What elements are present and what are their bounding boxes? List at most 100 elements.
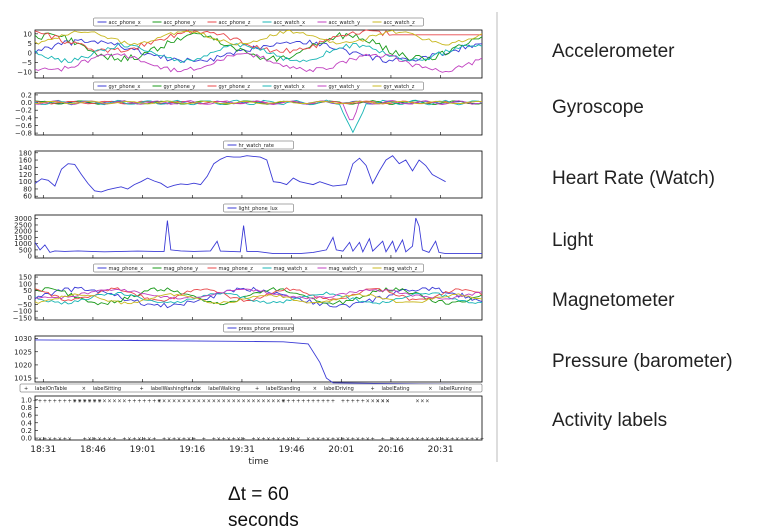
legend-entry-mag_phone_x: mag_phone_x	[109, 266, 144, 272]
point-labelOnTable: +	[271, 437, 275, 443]
point-labelEating: +	[63, 437, 67, 443]
y-tick-label: 180	[19, 149, 32, 157]
y-tick-label: 500	[19, 246, 32, 254]
point-labelWalking: ×	[202, 398, 206, 404]
point-labelWalking: ×	[241, 398, 245, 404]
point-labelWashingHands: +	[241, 437, 245, 443]
side-label-activity: Activity labels	[552, 410, 668, 431]
y-tick-label: 0	[28, 253, 32, 261]
y-tick-label: 60	[23, 193, 32, 201]
point-labelRunning: ×	[465, 437, 469, 443]
point-labelOnTable: +	[58, 398, 62, 404]
series-line-press_phone_pressure	[34, 339, 483, 386]
point-labelWashingHands: +	[361, 437, 365, 443]
legend-entry-gyr_phone_z: gyr_phone_z	[219, 84, 251, 90]
series-line-hr_watch_rate	[34, 155, 446, 193]
point-labelEating: +	[460, 437, 464, 443]
series-line-mag_watch_y	[34, 288, 483, 300]
legend-entry-gyr_watch_x: gyr_watch_x	[274, 84, 305, 90]
legend-entry-labelSitting: labelSitting	[93, 386, 121, 392]
point-labelDriving: ×	[336, 437, 340, 443]
point-labelDriving: ×	[58, 437, 62, 443]
point-labelOnTable: +	[390, 437, 394, 443]
point-labelOnTable: +	[38, 398, 42, 404]
legend-entry-light_phone_lux: light_phone_lux	[239, 206, 278, 212]
plot-frame	[34, 395, 483, 441]
y-tick-label: 2000	[14, 228, 32, 236]
y-tick-label: −5	[22, 59, 32, 67]
point-labelRunning: ×	[376, 398, 380, 404]
y-tick-label: 100	[19, 280, 32, 288]
legend-entry-mag_watch_x: mag_watch_x	[274, 266, 308, 272]
y-tick-label: 0	[28, 50, 32, 58]
point-labelSitting: ×	[117, 398, 121, 404]
side-label-magnetometer: Magnetometer	[552, 290, 675, 311]
legend: acc_phone_x acc_phone_y acc_phone_z acc_wat…	[93, 17, 424, 27]
point-labelEating: +	[381, 437, 385, 443]
y-tick-label: −150	[13, 314, 32, 322]
legend-box	[223, 140, 294, 150]
point-labelWashingHands: +	[132, 398, 136, 404]
y-tick-label: 1020	[14, 361, 32, 369]
point-labelWalking: ×	[261, 398, 265, 404]
point-labelSitting: ×	[182, 398, 186, 404]
y-tick-label: 0.2	[21, 91, 32, 99]
point-labelOnTable: +	[78, 398, 82, 404]
point-labelSitting: ×	[475, 437, 479, 443]
legend-box	[93, 81, 424, 91]
point-labelOnTable: +	[48, 398, 52, 404]
series-line-acc_watch_y	[34, 52, 483, 73]
point-labelWalking: ×	[237, 398, 241, 404]
y-tick-label: 0.6	[21, 412, 33, 420]
series-line-gyr_watch_z	[34, 100, 483, 105]
legend-entry-gyr_phone_y: gyr_phone_y	[164, 84, 196, 90]
point-labelRunning: ×	[107, 437, 111, 443]
caption-line-1: Δt = 60	[228, 484, 289, 505]
point-labelWalking: ×	[326, 437, 330, 443]
point-labelEating: +	[420, 437, 424, 443]
side-label-heart-rate: Heart Rate (Watch)	[552, 168, 715, 189]
point-labelSitting: ×	[88, 398, 92, 404]
point-labelWashingHands: +	[400, 437, 404, 443]
point-labelEating: +	[311, 398, 315, 404]
x-tick-label: 18:31	[30, 445, 56, 455]
point-labelOnTable: +	[97, 398, 101, 404]
point-labelDriving: ×	[415, 437, 419, 443]
point-labelSitting: ×	[92, 398, 96, 404]
point-labelSitting: ×	[435, 437, 439, 443]
y-tick-label: 10	[23, 30, 32, 38]
point-labelDriving: ×	[256, 437, 260, 443]
point-labelEating: +	[306, 398, 310, 404]
y-tick-label: 100	[19, 178, 32, 186]
y-tick-label: 0	[28, 294, 32, 302]
point-labelWashingHands: +	[122, 437, 126, 443]
point-labelEating: +	[321, 398, 325, 404]
point-labelRunning: ×	[386, 398, 390, 404]
y-tick-label: 1.0	[21, 396, 32, 404]
legend-entry-labelWalking: labelWalking	[208, 386, 240, 392]
point-labelRunning: ×	[346, 437, 350, 443]
y-tick-label: 1015	[14, 375, 32, 383]
series-line-mag_phone_y	[34, 287, 483, 306]
y-tick-label: −0.4	[15, 114, 33, 122]
side-label-light: Light	[552, 230, 594, 251]
x-tick-label: 19:31	[229, 445, 255, 455]
plot-frame	[34, 274, 483, 321]
point-labelSitting: ×	[237, 437, 241, 443]
legend-entry-acc_phone_y: acc_phone_y	[164, 20, 196, 26]
plot-frame	[34, 29, 483, 79]
point-labelStanding: +	[92, 437, 96, 443]
point-labelOnTable: +	[63, 398, 67, 404]
point-labelDriving: ×	[276, 398, 280, 404]
y-tick-label: 160	[19, 157, 32, 165]
legend-entry-labelWashingHands: labelWashingHands	[151, 386, 200, 392]
legend-box	[19, 383, 483, 393]
panel-activity_labels: 1.00.80.60.40.20.0+ labelOnTable × labelSit…	[19, 383, 484, 467]
point-labelDriving: ×	[271, 398, 275, 404]
point-labelWalking: ×	[420, 398, 424, 404]
point-labelWashingHands: +	[137, 398, 141, 404]
point-labelOnTable: +	[470, 437, 474, 443]
point-labelWashingHands: +	[152, 398, 156, 404]
legend-marker: ×	[428, 386, 432, 392]
